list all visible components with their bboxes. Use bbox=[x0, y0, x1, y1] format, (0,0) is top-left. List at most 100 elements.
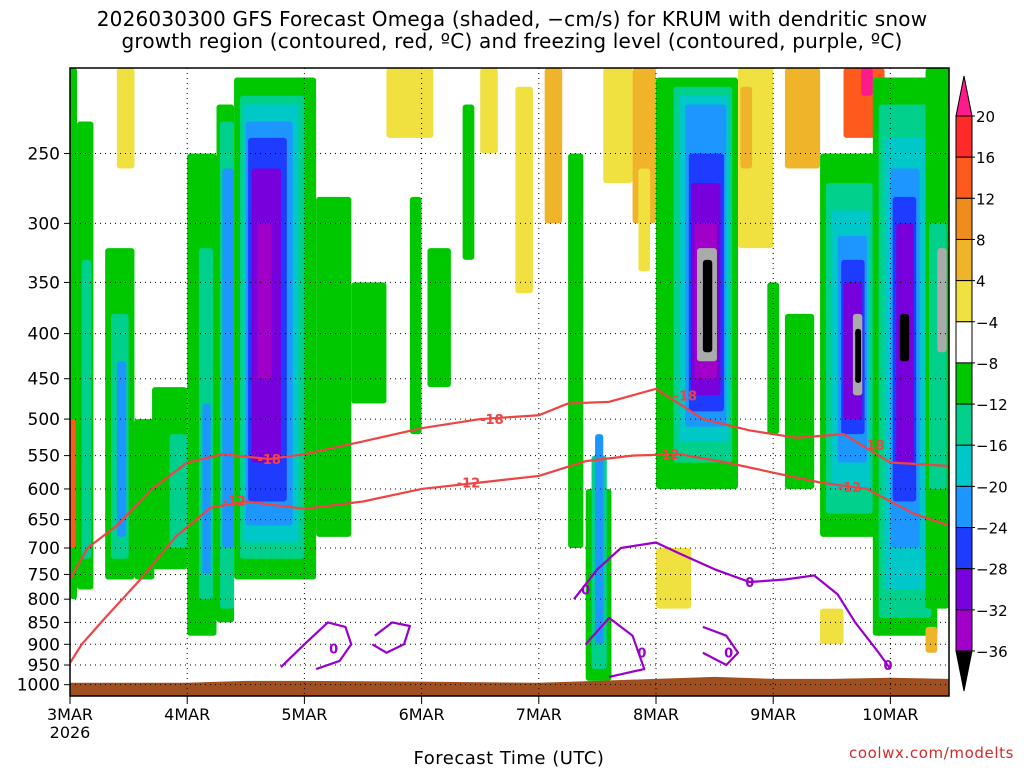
omega-cell bbox=[116, 361, 127, 537]
colorbar-label: −36 bbox=[976, 643, 1008, 661]
colorbar-label: −24 bbox=[976, 520, 1008, 538]
omega-shading bbox=[70, 68, 949, 681]
omega-cell bbox=[386, 68, 434, 138]
omega-cell bbox=[222, 168, 235, 549]
omega-cell bbox=[784, 68, 821, 169]
colorbar-box bbox=[955, 156, 973, 199]
colorbar-box bbox=[955, 280, 973, 323]
y-tick-label: 250 bbox=[28, 144, 60, 164]
contour-label: 0 bbox=[724, 647, 733, 662]
x-tick-label: 3MAR bbox=[47, 705, 93, 724]
omega-cell bbox=[740, 86, 753, 169]
omega-cell bbox=[820, 608, 844, 645]
colorbar-box bbox=[955, 238, 973, 282]
omega-cell bbox=[409, 196, 422, 435]
colorbar-box bbox=[955, 444, 973, 487]
contour-label: -12 bbox=[656, 448, 680, 463]
chart-title-line-2: growth region (contoured, red, ºC) and f… bbox=[121, 29, 903, 53]
y-tick-label: 900 bbox=[28, 635, 60, 655]
credit-text: coolwx.com/modelts bbox=[849, 744, 1014, 762]
contour-line bbox=[573, 541, 892, 670]
contour-line bbox=[280, 621, 353, 671]
omega-cell bbox=[202, 403, 211, 575]
colorbar-bottom-arrow bbox=[955, 650, 973, 692]
omega-cell bbox=[427, 248, 451, 388]
y-axis-ticks: 2503003504004505005506006507007508008509… bbox=[17, 144, 70, 696]
omega-cell bbox=[351, 282, 387, 404]
contour-label: -18 bbox=[257, 453, 281, 468]
colorbar-label: −8 bbox=[976, 355, 998, 373]
y-tick-label: 550 bbox=[28, 447, 60, 467]
y-tick-label: 350 bbox=[28, 273, 60, 293]
omega-cell bbox=[568, 153, 584, 549]
terrain-area bbox=[70, 676, 949, 696]
colorbar-label: −28 bbox=[976, 561, 1008, 579]
y-tick-label: 600 bbox=[28, 480, 60, 500]
colorbar-label: −12 bbox=[976, 396, 1008, 414]
contour-label: 0 bbox=[581, 583, 590, 598]
contour-line bbox=[70, 453, 949, 664]
colorbar-box bbox=[955, 609, 973, 652]
contour-label: 0 bbox=[884, 659, 893, 674]
omega-cell bbox=[116, 68, 135, 169]
omega-cell bbox=[656, 548, 692, 609]
contour-line bbox=[70, 387, 949, 581]
colorbar-top-arrow bbox=[955, 75, 973, 117]
omega-cell bbox=[784, 313, 815, 489]
omega-cell bbox=[257, 223, 272, 379]
omega-cell bbox=[169, 434, 188, 549]
x-tick-label: 6MAR bbox=[399, 705, 445, 724]
y-tick-label: 750 bbox=[28, 565, 60, 585]
contour-label: -12 bbox=[222, 494, 246, 509]
omega-cell bbox=[462, 104, 475, 260]
omega-cell bbox=[81, 259, 92, 559]
y-tick-label: 400 bbox=[28, 325, 60, 345]
y-tick-label: 500 bbox=[28, 410, 60, 430]
colorbar-box bbox=[955, 115, 973, 158]
x-tick-label: 9MAR bbox=[750, 705, 796, 724]
omega-cell bbox=[515, 86, 533, 294]
colorbar-box bbox=[955, 485, 973, 529]
colorbar-label: −32 bbox=[976, 602, 1008, 620]
y-tick-label: 1000 bbox=[17, 676, 60, 696]
colorbar-label: 20 bbox=[976, 108, 995, 126]
y-tick-label: 450 bbox=[28, 370, 60, 390]
omega-cell bbox=[861, 68, 873, 96]
y-tick-label: 700 bbox=[28, 539, 60, 559]
x-tick-label: 7MAR bbox=[516, 705, 562, 724]
omega-cell bbox=[899, 313, 910, 362]
omega-cell bbox=[937, 248, 947, 353]
y-tick-label: 950 bbox=[28, 656, 60, 676]
x-axis-title: Forecast Time (UTC) bbox=[414, 748, 605, 768]
colorbar-box bbox=[955, 568, 973, 611]
colorbar-box bbox=[955, 362, 973, 405]
omega-cell bbox=[702, 259, 713, 353]
omega-cell bbox=[925, 626, 938, 653]
temperature-contours: -18 -18 -18 -18 -12 -12 -12 -12 0 0 0 0 0 0 bbox=[70, 387, 949, 679]
omega-cell bbox=[316, 196, 352, 537]
contour-label: 0 bbox=[329, 643, 338, 658]
colorbar-label: 4 bbox=[976, 273, 986, 291]
x-tick-sublabel: 2026 bbox=[50, 723, 91, 742]
contour-label: -18 bbox=[480, 413, 504, 428]
chart-title-line-1: 2026030300 GFS Forecast Omega (shaded, −… bbox=[96, 7, 928, 31]
x-tick-label: 4MAR bbox=[164, 705, 210, 724]
omega-cell bbox=[638, 168, 651, 272]
y-tick-label: 650 bbox=[28, 511, 60, 531]
colorbar-label: 12 bbox=[976, 190, 995, 208]
contour-line bbox=[702, 625, 740, 667]
contour-label: 0 bbox=[637, 647, 646, 662]
colorbar: 20 16 12 8 4 −4 −8 −12 −16 −20 −24 −28 −32 −36 bbox=[955, 75, 1008, 692]
contour-label: -18 bbox=[674, 389, 698, 404]
x-tick-label: 10MAR bbox=[862, 705, 918, 724]
x-tick-label: 5MAR bbox=[281, 705, 327, 724]
colorbar-box bbox=[955, 527, 973, 570]
contour-label: -12 bbox=[457, 477, 481, 492]
colorbar-label: −20 bbox=[976, 478, 1008, 496]
terrain-surface bbox=[70, 676, 949, 696]
contour-label: -18 bbox=[861, 439, 885, 454]
omega-cell bbox=[544, 68, 563, 224]
omega-cell bbox=[595, 434, 604, 645]
